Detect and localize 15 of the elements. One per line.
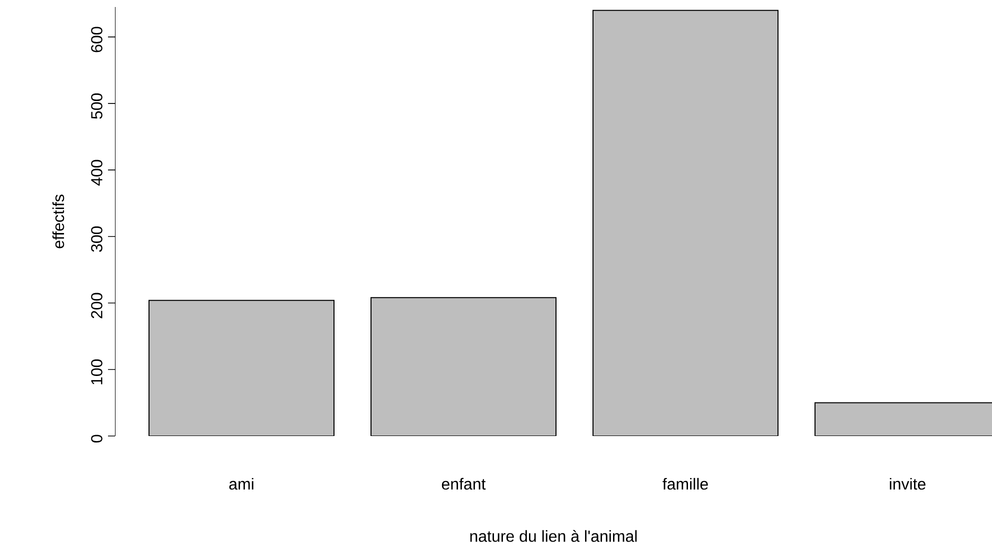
x-tick-label: famille [662,478,708,490]
y-tick-label: 400 [91,160,102,186]
bar [148,300,334,436]
x-axis-title: nature du lien à l'animal [470,530,637,542]
bar [370,297,556,436]
x-tick-label: ami [229,478,254,490]
y-tick-label: 0 [91,434,102,442]
y-tick-label: 500 [91,93,102,119]
y-tick-label: 200 [91,292,102,318]
y-tick-label: 100 [91,359,102,384]
y-axis-title: effectifs [52,194,64,248]
y-tick-label: 600 [91,26,102,52]
x-tick-label: invite [890,478,926,490]
y-tick-label: 300 [91,226,102,252]
x-tick-label: enfant [442,478,486,490]
